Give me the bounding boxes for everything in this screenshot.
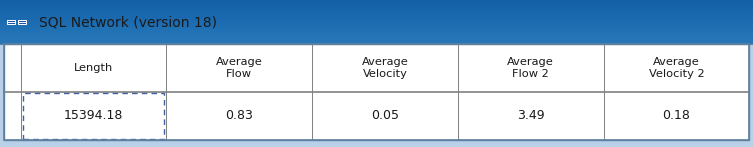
Text: Average
Velocity: Average Velocity <box>361 57 408 79</box>
Text: Average
Flow: Average Flow <box>216 57 263 79</box>
Text: Average
Velocity 2: Average Velocity 2 <box>648 57 704 79</box>
Text: Average
Flow 2: Average Flow 2 <box>508 57 554 79</box>
Text: 0.05: 0.05 <box>371 109 399 122</box>
FancyBboxPatch shape <box>4 44 749 140</box>
Text: SQL Network (version 18): SQL Network (version 18) <box>39 15 217 29</box>
FancyBboxPatch shape <box>8 20 15 22</box>
FancyBboxPatch shape <box>17 22 26 24</box>
Text: 0.83: 0.83 <box>225 109 253 122</box>
Text: Length: Length <box>74 63 113 73</box>
Text: 0.18: 0.18 <box>663 109 691 122</box>
FancyBboxPatch shape <box>8 22 15 24</box>
Text: 15394.18: 15394.18 <box>64 109 123 122</box>
Text: 3.49: 3.49 <box>517 109 544 122</box>
FancyBboxPatch shape <box>17 20 26 22</box>
